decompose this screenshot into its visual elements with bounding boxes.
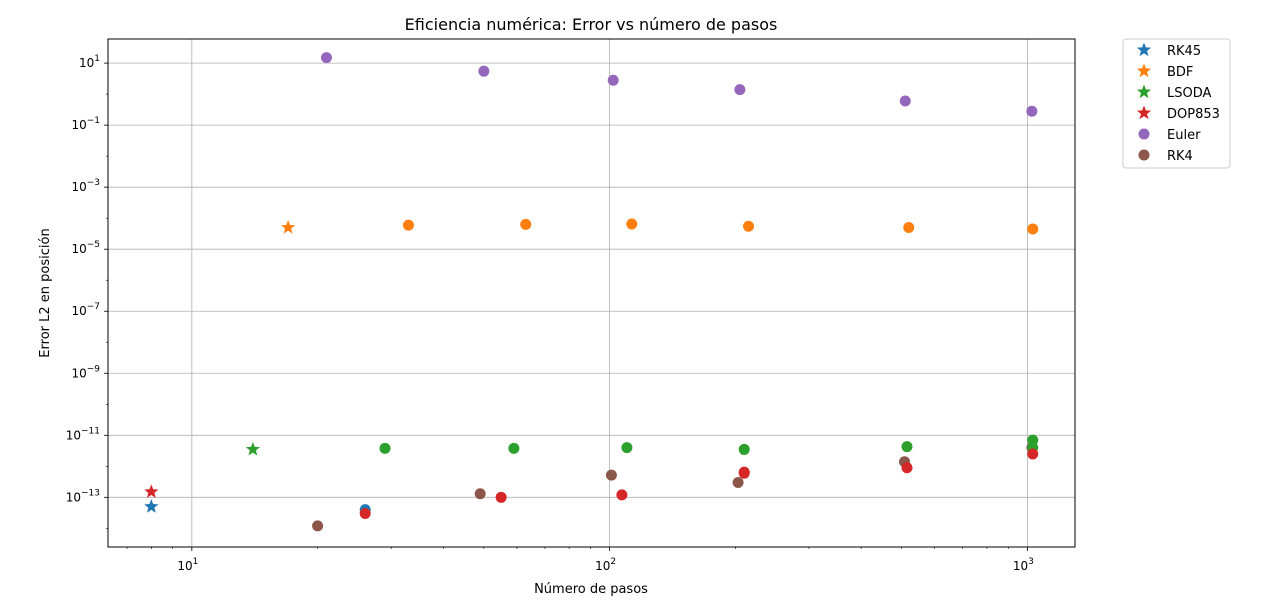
point-dop853 [901, 462, 913, 474]
legend-label-rk4: RK4 [1167, 149, 1193, 164]
y-tick-label: 10−1 [71, 116, 100, 132]
y-tick-label: 10−9 [71, 364, 100, 380]
y-tick-exponent: −7 [87, 302, 100, 312]
point-dop853 [144, 484, 159, 498]
point-bdf [743, 220, 755, 232]
point-euler [899, 95, 911, 107]
x-tick-base: 10 [1013, 559, 1028, 573]
legend-label-dop853: DOP853 [1167, 107, 1220, 122]
point-lsoda [621, 442, 633, 454]
plot-frame [107, 38, 1076, 548]
point-rk45 [144, 499, 159, 513]
y-tick-label: 10−11 [66, 426, 100, 442]
point-bdf [903, 222, 915, 234]
point-rk4 [312, 520, 324, 532]
chart-title: Eficiencia numérica: Error vs número de … [405, 15, 778, 34]
legend-label-bdf: BDF [1167, 65, 1193, 80]
x-tick-exponent: 3 [1028, 557, 1034, 567]
x-tick-exponent: 1 [193, 557, 199, 567]
point-euler [734, 84, 746, 96]
y-tick-base: 10 [66, 490, 81, 504]
point-dop853 [616, 489, 628, 501]
point-dop853 [359, 508, 371, 520]
point-euler [1026, 105, 1038, 117]
point-euler [607, 74, 619, 86]
legend-label-lsoda: LSODA [1167, 86, 1212, 101]
point-rk4 [474, 488, 486, 500]
point-rk4 [732, 477, 744, 489]
y-tick-exponent: −1 [87, 116, 100, 126]
x-tick-label: 102 [595, 557, 616, 573]
y-tick-exponent: −11 [81, 426, 100, 436]
x-axis-label: Número de pasos [534, 582, 648, 597]
point-bdf [626, 218, 638, 230]
point-bdf [520, 218, 532, 230]
y-tick-exponent: −3 [87, 178, 100, 188]
y-tick-base: 10 [71, 180, 86, 194]
point-lsoda [901, 441, 913, 453]
point-lsoda [1027, 434, 1039, 446]
legend-marker-rk4 [1138, 149, 1150, 161]
point-lsoda [379, 442, 391, 454]
legend-marker-rk45 [1136, 42, 1152, 57]
point-bdf [1027, 223, 1039, 235]
x-tick-base: 10 [177, 559, 192, 573]
point-lsoda [508, 442, 520, 454]
data-points [144, 52, 1039, 532]
y-tick-base: 10 [71, 242, 86, 256]
legend-label-rk45: RK45 [1167, 44, 1201, 59]
y-tick-exponent: 1 [94, 54, 100, 64]
x-tick-label: 103 [1013, 557, 1034, 573]
y-tick-exponent: −5 [87, 240, 100, 250]
y-tick-base: 10 [79, 56, 94, 70]
y-tick-base: 10 [71, 118, 86, 132]
legend-marker-euler [1138, 128, 1150, 140]
point-euler [478, 65, 490, 77]
y-tick-base: 10 [71, 366, 86, 380]
legend: RK45 BDF LSODA DOP853 Euler RK4 [1122, 38, 1231, 169]
y-tick-label: 101 [79, 54, 100, 70]
y-axis-label: Error L2 en posición [38, 228, 53, 357]
legend-label-euler: Euler [1167, 128, 1201, 143]
y-tick-base: 10 [66, 428, 81, 442]
y-tick-label: 10−13 [66, 488, 100, 504]
grid [108, 39, 1075, 547]
legend-marker-lsoda [1136, 84, 1152, 99]
point-dop853 [1027, 448, 1039, 460]
legend-frame [1122, 38, 1231, 169]
point-bdf [280, 220, 296, 234]
point-dop853 [738, 466, 750, 478]
point-lsoda [738, 443, 750, 455]
y-tick-exponent: −13 [81, 488, 100, 498]
y-tick-label: 10−3 [71, 178, 100, 194]
y-tick-base: 10 [71, 304, 86, 318]
x-tick-base: 10 [595, 559, 610, 573]
point-bdf [402, 219, 414, 231]
x-tick-exponent: 2 [610, 557, 616, 567]
y-tick-exponent: −9 [87, 364, 101, 374]
y-tick-label: 10−7 [71, 302, 100, 318]
point-euler [320, 52, 332, 64]
x-tick-label: 101 [177, 557, 198, 573]
point-rk4 [605, 469, 617, 481]
legend-marker-bdf [1136, 63, 1152, 78]
legend-marker-dop853 [1136, 105, 1152, 120]
point-lsoda [245, 441, 261, 456]
point-dop853 [495, 491, 507, 503]
y-tick-label: 10−5 [71, 240, 100, 256]
x-ticks: 101 102 103 [126, 547, 1034, 573]
